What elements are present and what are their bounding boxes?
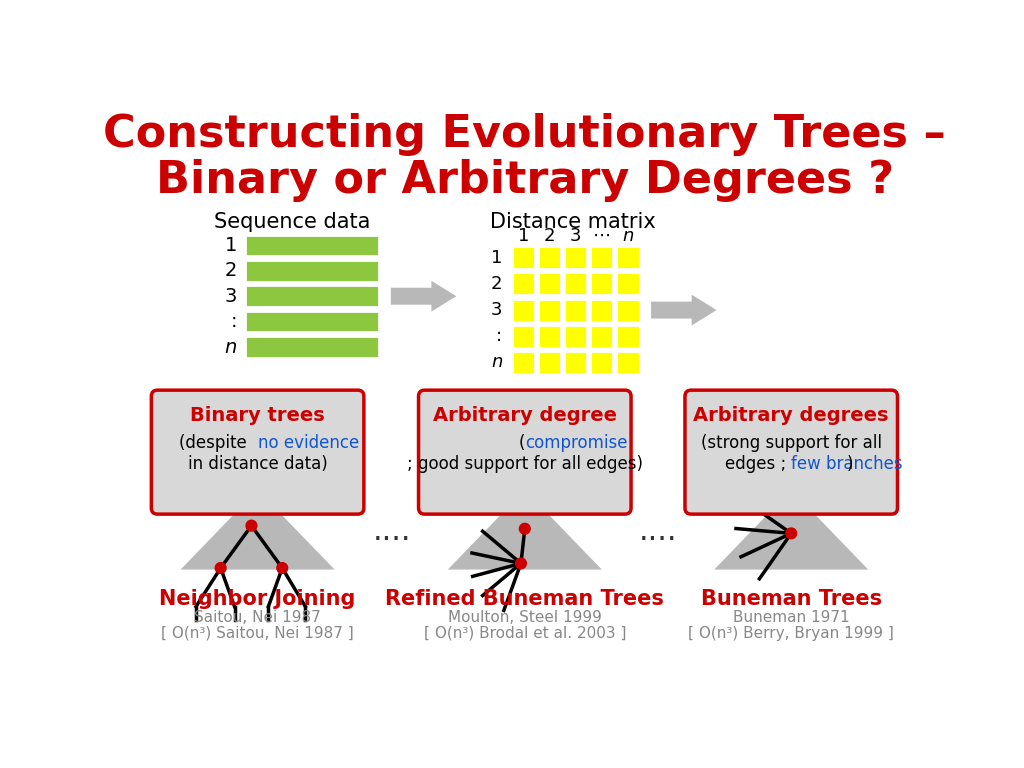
Bar bbox=[564, 247, 587, 270]
Text: 3: 3 bbox=[570, 227, 582, 245]
Text: ....: .... bbox=[373, 517, 412, 545]
Polygon shape bbox=[391, 281, 457, 312]
Bar bbox=[538, 273, 561, 296]
Bar bbox=[590, 325, 613, 348]
Bar bbox=[616, 325, 640, 348]
Text: Sequence data: Sequence data bbox=[214, 211, 371, 231]
Bar bbox=[512, 351, 535, 374]
Bar bbox=[590, 273, 613, 296]
Text: ⋯: ⋯ bbox=[593, 227, 610, 245]
Bar bbox=[245, 234, 379, 257]
Text: Moulton, Steel 1999: Moulton, Steel 1999 bbox=[447, 611, 602, 625]
Text: 3: 3 bbox=[224, 286, 237, 306]
Bar bbox=[245, 260, 379, 282]
Text: ....: .... bbox=[639, 517, 677, 545]
Text: Saitou, Nei 1987: Saitou, Nei 1987 bbox=[195, 611, 321, 625]
Text: ; good support for all edges): ; good support for all edges) bbox=[407, 455, 643, 473]
Text: Binary or Arbitrary Degrees ?: Binary or Arbitrary Degrees ? bbox=[156, 159, 894, 202]
Text: 1: 1 bbox=[492, 249, 503, 266]
Text: ): ) bbox=[847, 455, 853, 473]
Bar bbox=[590, 247, 613, 270]
FancyBboxPatch shape bbox=[152, 390, 364, 514]
Text: Binary trees: Binary trees bbox=[190, 406, 325, 425]
Text: few branches: few branches bbox=[792, 455, 903, 473]
Bar bbox=[590, 351, 613, 374]
FancyBboxPatch shape bbox=[419, 390, 631, 514]
Bar bbox=[590, 299, 613, 322]
Text: edges ;: edges ; bbox=[725, 455, 792, 473]
Bar bbox=[538, 299, 561, 322]
Circle shape bbox=[215, 563, 226, 574]
Text: :: : bbox=[497, 327, 503, 346]
Text: Distance matrix: Distance matrix bbox=[490, 211, 656, 231]
Text: 3: 3 bbox=[490, 301, 503, 319]
Bar bbox=[564, 351, 587, 374]
Bar bbox=[512, 247, 535, 270]
Bar bbox=[616, 273, 640, 296]
Text: 2: 2 bbox=[490, 275, 503, 293]
Text: [ O(n³) Berry, Bryan 1999 ]: [ O(n³) Berry, Bryan 1999 ] bbox=[688, 626, 894, 641]
Circle shape bbox=[276, 563, 288, 574]
Text: no evidence: no evidence bbox=[258, 433, 358, 452]
FancyBboxPatch shape bbox=[685, 390, 897, 514]
Bar bbox=[245, 311, 379, 333]
Polygon shape bbox=[447, 511, 602, 570]
Circle shape bbox=[519, 523, 530, 534]
Circle shape bbox=[246, 520, 257, 531]
Polygon shape bbox=[651, 295, 717, 326]
Bar bbox=[564, 273, 587, 296]
Bar bbox=[616, 247, 640, 270]
Bar bbox=[538, 351, 561, 374]
Text: (: ( bbox=[518, 433, 524, 452]
Text: (strong support for all: (strong support for all bbox=[700, 433, 882, 452]
Text: n: n bbox=[224, 337, 237, 356]
Text: (despite: (despite bbox=[179, 433, 258, 452]
Text: n: n bbox=[623, 227, 634, 245]
Bar bbox=[512, 273, 535, 296]
Text: Buneman 1971: Buneman 1971 bbox=[733, 611, 850, 625]
Circle shape bbox=[785, 528, 797, 539]
Text: 1: 1 bbox=[224, 236, 237, 255]
Text: Arbitrary degrees: Arbitrary degrees bbox=[693, 406, 889, 425]
Text: 1: 1 bbox=[517, 227, 529, 245]
Bar bbox=[245, 286, 379, 307]
Text: in distance data): in distance data) bbox=[187, 455, 328, 473]
Polygon shape bbox=[714, 511, 868, 570]
Text: Neighbor Joining: Neighbor Joining bbox=[160, 589, 355, 609]
Bar bbox=[245, 336, 379, 358]
Bar bbox=[538, 325, 561, 348]
Text: Buneman Trees: Buneman Trees bbox=[700, 589, 882, 609]
Bar bbox=[512, 325, 535, 348]
Text: Refined Buneman Trees: Refined Buneman Trees bbox=[385, 589, 665, 609]
Text: [ O(n³) Brodal et al. 2003 ]: [ O(n³) Brodal et al. 2003 ] bbox=[424, 626, 626, 641]
Polygon shape bbox=[180, 511, 335, 570]
Text: Arbitrary degree: Arbitrary degree bbox=[433, 406, 616, 425]
Bar bbox=[538, 247, 561, 270]
Text: n: n bbox=[492, 353, 503, 372]
Text: 2: 2 bbox=[544, 227, 555, 245]
Bar bbox=[616, 299, 640, 322]
Text: [ O(n³) Saitou, Nei 1987 ]: [ O(n³) Saitou, Nei 1987 ] bbox=[161, 626, 354, 641]
Text: Constructing Evolutionary Trees –: Constructing Evolutionary Trees – bbox=[103, 113, 946, 156]
Text: :: : bbox=[230, 312, 237, 331]
Bar bbox=[564, 299, 587, 322]
Bar bbox=[564, 325, 587, 348]
Text: compromise: compromise bbox=[524, 433, 628, 452]
Bar bbox=[512, 299, 535, 322]
Circle shape bbox=[515, 558, 526, 569]
Bar bbox=[616, 351, 640, 374]
Text: 2: 2 bbox=[224, 261, 237, 280]
